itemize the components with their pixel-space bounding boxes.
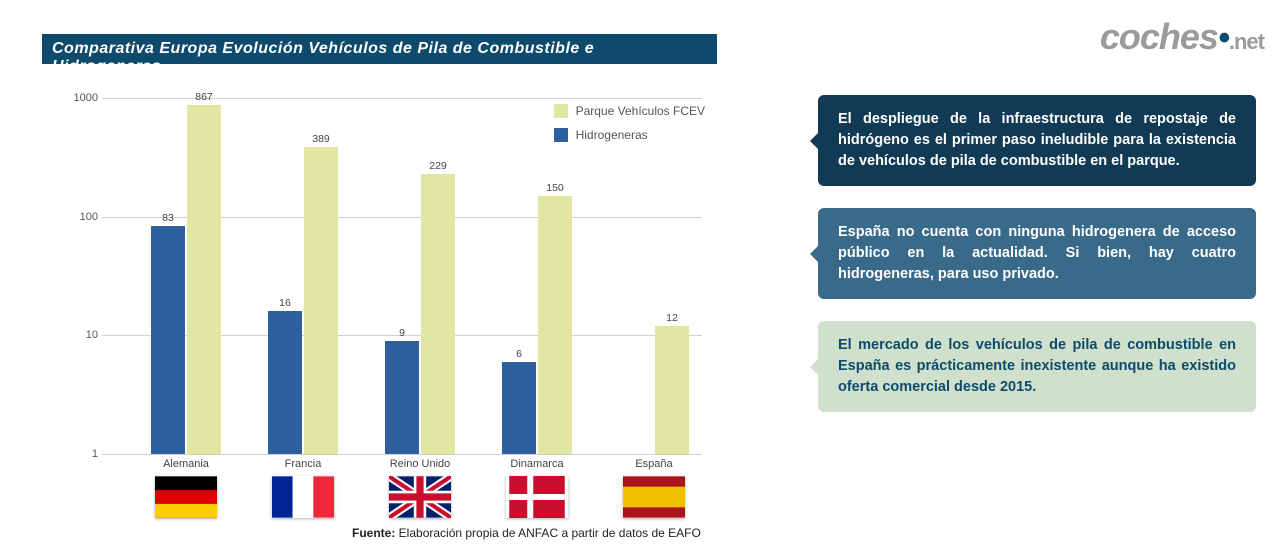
logo-dot: • [1218,19,1229,57]
bar-value-label: 229 [408,160,468,172]
legend-item-hidro: Hidrogeneras [554,128,705,142]
bar-value-label: 150 [525,182,585,194]
bar-fcev [538,196,572,454]
logo-brand: coches [1100,16,1218,57]
denmark-flag-icon [506,476,568,518]
y-tick-label: 100 [58,211,98,223]
bar-value-label: 867 [174,91,234,103]
france-flag-icon [272,476,334,518]
y-tick-label: 1000 [58,92,98,104]
y-tick-label: 10 [58,329,98,341]
callout-1-text: El despliegue de la infraestructura de r… [838,111,1236,169]
bar-fcev [421,174,455,454]
chart-title-bar: Comparativa Europa Evolución Vehículos d… [42,34,717,64]
logo-suffix: .net [1229,29,1264,54]
chart-source: Fuente: Elaboración propia de ANFAC a pa… [352,526,701,540]
spain-flag-icon [623,476,685,518]
callout-2-text: España no cuenta con ninguna hidrogenera… [838,224,1236,282]
callout-3-text: El mercado de los vehículos de pila de c… [838,337,1236,395]
uk-flag-icon [389,476,451,518]
site-logo: coches•.net [1100,16,1264,58]
source-text: Elaboración propia de ANFAC a partir de … [395,526,701,540]
chart-title: Comparativa Europa Evolución Vehículos d… [52,40,594,75]
legend-label-fcev: Parque Vehículos FCEV [576,104,705,118]
bar-hidrogeneras [502,362,536,454]
callouts-column: El despliegue de la infraestructura de r… [818,95,1256,434]
category-label: España [635,458,672,470]
germany-flag-icon [155,476,217,518]
chart-legend: Parque Vehículos FCEV Hidrogeneras [554,104,705,152]
callout-3: El mercado de los vehículos de pila de c… [818,321,1256,412]
bar-hidrogeneras [385,341,419,454]
chart-container: 110100100083867Alemania16389Francia9229R… [42,80,717,540]
bar-value-label: 389 [291,133,351,145]
callout-2: España no cuenta con ninguna hidrogenera… [818,208,1256,299]
bar-hidrogeneras [151,226,185,454]
category-label: Francia [285,458,322,470]
legend-item-fcev: Parque Vehículos FCEV [554,104,705,118]
bar-value-label: 12 [642,312,702,324]
bar-hidrogeneras [268,311,302,454]
callout-1: El despliegue de la infraestructura de r… [818,95,1256,186]
legend-label-hidro: Hidrogeneras [576,128,648,142]
bar-fcev [304,147,338,454]
legend-swatch-hidro [554,128,568,142]
legend-swatch-fcev [554,104,568,118]
y-tick-label: 1 [58,448,98,460]
bar-fcev [187,105,221,454]
category-label: Dinamarca [510,458,563,470]
category-label: Alemania [163,458,209,470]
gridline [102,454,702,455]
category-label: Reino Unido [390,458,451,470]
source-prefix: Fuente: [352,526,395,540]
bar-fcev [655,326,689,454]
